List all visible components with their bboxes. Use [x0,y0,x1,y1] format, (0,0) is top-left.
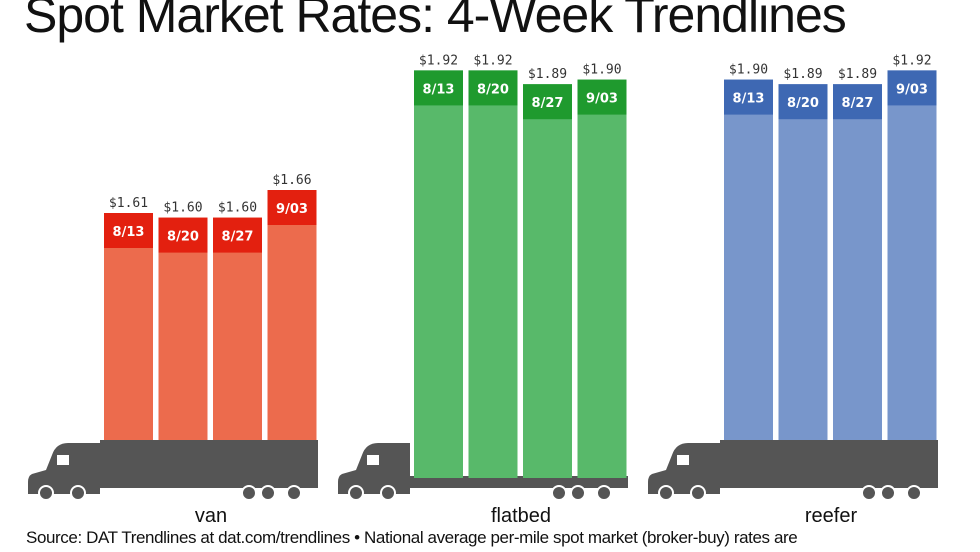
reefer-bar-header [778,84,828,120]
reefer-bar [887,70,937,441]
reefer-trailer [720,440,938,488]
reefer-bar [778,84,828,440]
cab-window [57,455,69,465]
wheel [70,485,86,501]
price-label: $1.92 [419,53,458,68]
wheel [551,485,567,501]
category-label: flatbed [491,505,551,527]
van-bar [267,190,317,440]
wheel [570,485,586,501]
flatbed-trailer [406,476,628,488]
van-bar [104,213,153,440]
price-label: $1.90 [582,63,621,78]
flatbed-bar [414,70,463,479]
wheel [38,485,54,501]
wheel [286,485,302,501]
reefer-bar [724,79,773,440]
flatbed-bar [577,79,627,478]
reefer-bar [833,84,882,440]
truck-cab-icon [648,443,720,501]
date-label: 8/13 [423,82,455,97]
cab-window [677,455,689,465]
price-label: $1.60 [218,201,257,216]
price-label: $1.61 [109,196,148,211]
van-bar-header [213,217,262,253]
category-label: van [195,505,227,527]
reefer-bar-header [724,79,773,115]
date-label: 9/03 [896,82,928,97]
date-label: 8/27 [222,230,254,245]
wheel [241,485,257,501]
price-label: $1.92 [892,53,931,68]
wheel [861,485,877,501]
cab-body [338,443,410,494]
van-bar [158,217,208,440]
source-note: Source: DAT Trendlines at dat.com/trendl… [26,528,798,547]
van-bar [213,217,262,440]
van-bar-header [104,213,153,248]
price-label: $1.90 [729,63,768,78]
price-label: $1.66 [272,173,311,188]
category-label: reefer [805,505,858,527]
wheel [690,485,706,501]
reefer-bar-header [833,84,882,120]
date-label: 8/27 [842,96,874,111]
wheel [906,485,922,501]
flatbed-bar-header [523,84,572,120]
chart-title: Spot Market Rates: 4-Week Trendlines [24,0,847,43]
date-label: 8/20 [787,96,819,111]
cab-body [648,443,720,494]
cab-body [28,443,100,494]
flatbed-bar [523,84,572,478]
wheel [348,485,364,501]
price-label: $1.89 [528,67,567,82]
wheel [380,485,396,501]
date-label: 9/03 [586,92,618,107]
van-trailer [100,440,318,488]
price-label: $1.60 [163,201,202,216]
wheel [260,485,276,501]
van-bar-header [267,190,317,225]
wheel [596,485,612,501]
price-label: $1.89 [783,67,822,82]
truck-cab-icon [338,443,410,501]
date-label: 8/13 [733,92,765,107]
price-label: $1.92 [473,53,512,68]
date-label: 8/13 [113,225,145,240]
reefer-bar-header [887,70,937,106]
van-bar-header [158,217,208,253]
date-label: 8/20 [477,82,509,97]
cab-window [367,455,379,465]
price-label: $1.89 [838,67,877,82]
wheel [658,485,674,501]
flatbed-bar-header [414,70,463,106]
flatbed-bar [468,70,518,479]
flatbed-bar-header [468,70,518,106]
date-label: 9/03 [276,202,308,217]
wheel [880,485,896,501]
truck-cab-icon [28,443,100,501]
date-label: 8/20 [167,230,199,245]
date-label: 8/27 [532,96,564,111]
flatbed-bar-header [577,79,627,115]
